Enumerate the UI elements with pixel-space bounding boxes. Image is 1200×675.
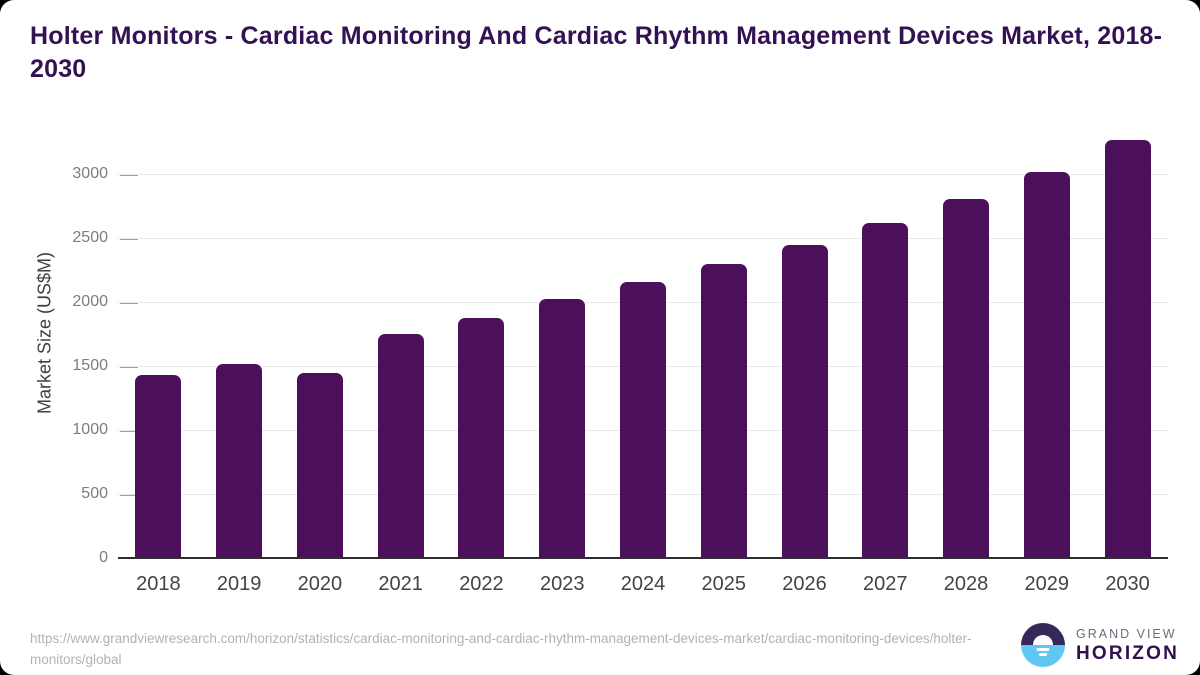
bars-container [118,132,1168,558]
y-tick-label-3000: 3000 [72,165,108,183]
bar-2027 [862,222,909,558]
bar-slot-2025 [683,132,764,558]
bar-2030 [1104,140,1151,558]
bar-2023 [539,298,586,558]
x-tick-label-2028: 2028 [943,573,989,595]
grandview-horizon-logo: GRAND VIEW HORIZON [1021,623,1179,667]
logo-text-grand-view: GRAND VIEW [1076,626,1177,641]
y-tick-label-1000: 1000 [72,421,108,439]
bar-2025 [700,264,747,558]
bar-2029 [1023,171,1070,558]
x-tick-label-2018: 2018 [136,573,181,595]
x-tick-label-2019: 2019 [216,573,262,595]
bar-2022 [458,318,505,558]
bar-2020 [296,373,343,558]
plot-area [118,132,1168,559]
y-tick-label-2000: 2000 [72,293,108,311]
logo-text-horizon: HORIZON [1076,642,1180,664]
bar-slot-2028 [926,132,1007,558]
bar-slot-2024 [603,132,684,558]
horizon-line-icon [1036,648,1050,651]
bar-2024 [619,282,666,558]
gridline-2500 [118,238,1168,240]
x-tick-label-2024: 2024 [620,573,666,595]
y-tick-label-0: 0 [99,549,108,566]
gridline-3000 [118,174,1168,176]
bar-slot-2027 [845,132,926,558]
horizon-line-icon [1039,653,1047,656]
bar-slot-2023 [522,132,603,558]
y-axis-label: Market Size (US$M) [34,251,55,415]
bar-2028 [943,199,990,558]
x-axis-labels: 2018 2019 2020 2021 2022 2023 2024 2025 2026 2027… [118,570,1168,598]
bar-slot-2029 [1006,132,1087,558]
horizon-sunrise-icon [1021,623,1065,667]
x-tick-label-2025: 2025 [701,573,746,595]
source-url: https://www.grandviewresearch.com/horizo… [30,631,972,667]
x-tick-label-2021: 2021 [378,573,423,595]
x-tick-label-2022: 2022 [459,573,504,595]
bar-2021 [377,334,424,558]
x-tick-label-2030: 2030 [1105,573,1150,595]
logo-text: GRAND VIEW HORIZON [1076,627,1179,664]
bar-slot-2020 [280,132,361,558]
bar-2019 [216,363,263,558]
bar-slot-2018 [118,132,199,558]
x-axis-line [118,557,1168,559]
y-tick-label-1500: 1500 [72,357,108,375]
bar-slot-2030 [1087,132,1168,558]
bar-slot-2022 [441,132,522,558]
x-tick-label-2026: 2026 [782,573,827,595]
sun-icon [1033,635,1053,645]
x-tick-label-2023: 2023 [539,573,585,595]
y-tick-label-2500: 2500 [72,229,108,247]
bar-2026 [781,244,828,558]
x-tick-label-2020: 2020 [297,573,343,595]
x-tick-label-2029: 2029 [1024,573,1070,595]
bar-slot-2026 [764,132,845,558]
chart-title: Holter Monitors - Cardiac Monitoring And… [30,22,1163,83]
y-tick-label-500: 500 [81,485,108,503]
x-tick-label-2027: 2027 [863,573,908,595]
bar-slot-2021 [360,132,441,558]
bar-slot-2019 [199,132,280,558]
bar-2018 [135,375,182,558]
